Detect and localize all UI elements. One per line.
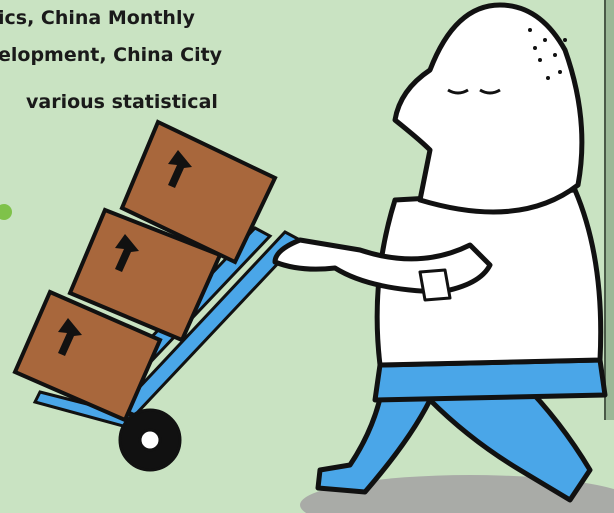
edge-line [604,0,606,420]
illustration: ics, China Monthly elopment, China City … [0,0,614,513]
text-line: ics, China Monthly [0,7,195,29]
text-line: various statistical [26,91,218,113]
page: ics, China Monthly elopment, China City … [0,0,614,513]
text-line: elopment, China City [0,44,223,66]
right-edge [606,0,614,420]
